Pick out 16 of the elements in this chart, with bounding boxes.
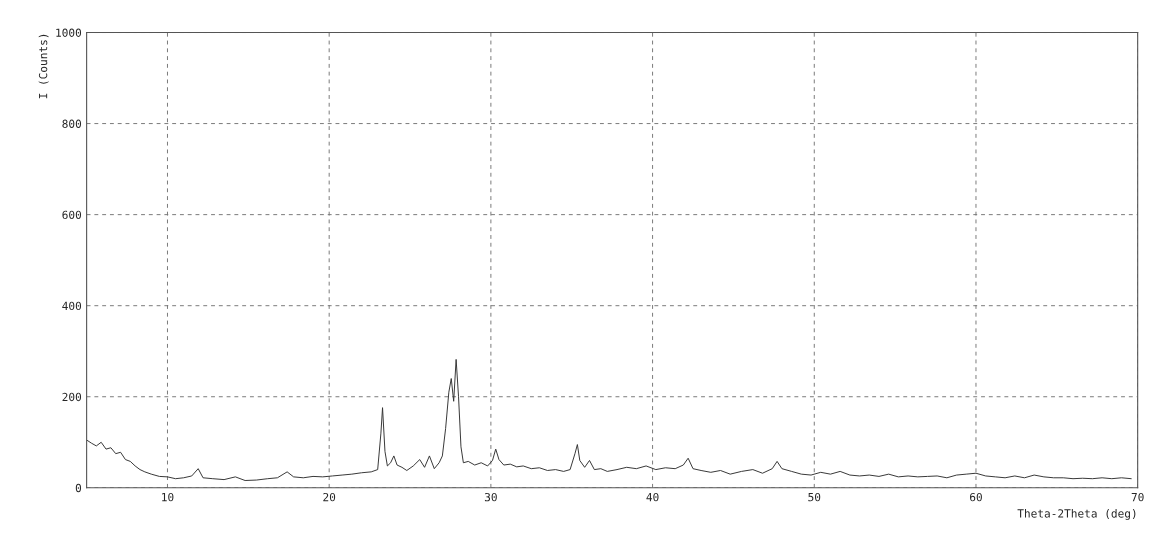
x-tick-label: 70 (1131, 492, 1144, 502)
x-tick-label: 10 (162, 492, 174, 502)
y-tick-label: 200 (62, 392, 82, 402)
y-tick-label: 800 (62, 119, 82, 128)
x-axis-title: Theta-2Theta (deg) (1017, 509, 1136, 520)
y-tick-label: 0 (75, 483, 82, 493)
x-tick-label: 30 (484, 492, 497, 502)
x-tick-label: 20 (323, 492, 336, 502)
y-tick-label: 600 (62, 210, 82, 220)
x-tick-label: 50 (808, 492, 821, 502)
y-axis-title: I (Counts) (38, 34, 49, 99)
x-tick-label: 60 (970, 492, 982, 502)
x-tick-label: 40 (646, 492, 659, 502)
y-tick-label: 1000 (56, 28, 82, 37)
line-series (86, 358, 1132, 482)
y-tick-label: 400 (62, 301, 82, 311)
